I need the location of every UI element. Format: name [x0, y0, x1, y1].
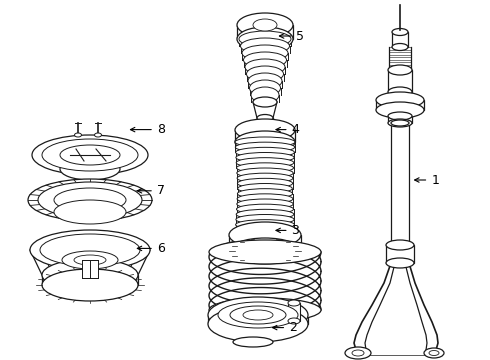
Ellipse shape [237, 204, 294, 214]
Ellipse shape [376, 102, 424, 118]
Ellipse shape [30, 230, 150, 270]
Ellipse shape [38, 182, 142, 218]
Ellipse shape [40, 234, 140, 266]
Ellipse shape [257, 114, 273, 122]
Ellipse shape [388, 65, 412, 75]
Ellipse shape [229, 238, 301, 264]
Bar [229, 235, 301, 251]
Bar [54, 200, 126, 212]
Ellipse shape [237, 13, 293, 37]
Ellipse shape [424, 348, 444, 358]
Ellipse shape [237, 189, 293, 199]
Ellipse shape [388, 119, 412, 127]
Text: 3: 3 [276, 224, 299, 237]
Ellipse shape [235, 225, 294, 235]
Bar [82, 260, 98, 278]
Ellipse shape [237, 168, 293, 178]
Ellipse shape [32, 135, 148, 175]
Bar [386, 245, 414, 263]
Ellipse shape [229, 222, 301, 248]
Ellipse shape [345, 347, 371, 359]
Ellipse shape [209, 240, 321, 264]
Bar [60, 155, 120, 169]
Ellipse shape [248, 73, 282, 89]
Text: 1: 1 [415, 174, 439, 186]
Ellipse shape [386, 240, 414, 250]
Ellipse shape [235, 137, 295, 147]
Ellipse shape [208, 297, 308, 333]
Ellipse shape [241, 38, 290, 54]
Ellipse shape [235, 119, 295, 141]
Bar [392, 32, 408, 47]
Ellipse shape [237, 178, 293, 188]
Ellipse shape [62, 251, 118, 269]
Bar [288, 303, 300, 321]
Ellipse shape [392, 28, 408, 36]
Bar [237, 25, 293, 39]
Ellipse shape [288, 318, 300, 324]
Ellipse shape [388, 87, 412, 97]
Bar [388, 116, 412, 123]
Bar [208, 315, 308, 324]
Ellipse shape [208, 306, 308, 342]
Ellipse shape [28, 179, 152, 221]
Ellipse shape [386, 258, 414, 268]
Text: 5: 5 [279, 30, 304, 42]
Ellipse shape [42, 139, 138, 171]
Ellipse shape [242, 45, 288, 61]
Ellipse shape [54, 188, 126, 212]
Ellipse shape [218, 302, 298, 328]
Ellipse shape [42, 259, 138, 291]
Ellipse shape [236, 147, 294, 157]
Ellipse shape [237, 199, 293, 209]
Ellipse shape [392, 44, 408, 50]
Text: 2: 2 [272, 321, 297, 334]
Ellipse shape [238, 184, 293, 194]
Ellipse shape [237, 173, 293, 183]
Ellipse shape [251, 87, 279, 103]
Ellipse shape [249, 80, 280, 96]
Ellipse shape [245, 59, 285, 75]
Text: 6: 6 [137, 242, 165, 255]
Ellipse shape [376, 92, 424, 108]
Ellipse shape [243, 310, 273, 320]
Ellipse shape [237, 27, 293, 51]
Ellipse shape [235, 142, 294, 152]
Bar [235, 130, 295, 142]
Ellipse shape [236, 158, 294, 168]
Ellipse shape [288, 300, 300, 306]
Text: 8: 8 [130, 123, 165, 136]
Ellipse shape [209, 298, 321, 322]
Ellipse shape [235, 131, 295, 153]
Bar [376, 100, 424, 110]
Ellipse shape [237, 163, 294, 173]
Ellipse shape [230, 306, 286, 324]
Ellipse shape [391, 120, 409, 126]
Ellipse shape [233, 337, 273, 347]
Bar [388, 70, 412, 92]
Ellipse shape [236, 209, 294, 219]
Text: 7: 7 [137, 184, 165, 197]
Ellipse shape [253, 19, 277, 31]
Ellipse shape [54, 200, 126, 224]
Ellipse shape [74, 255, 106, 265]
Ellipse shape [239, 31, 291, 47]
Ellipse shape [388, 112, 412, 120]
Ellipse shape [236, 215, 294, 225]
Text: 4: 4 [276, 123, 299, 136]
Ellipse shape [236, 153, 294, 162]
Ellipse shape [253, 97, 277, 107]
Ellipse shape [237, 194, 293, 204]
Ellipse shape [429, 351, 439, 356]
Ellipse shape [60, 158, 120, 180]
Ellipse shape [246, 66, 284, 82]
Ellipse shape [60, 145, 120, 165]
Ellipse shape [95, 133, 101, 137]
Ellipse shape [236, 220, 294, 230]
Ellipse shape [352, 350, 364, 356]
Ellipse shape [244, 52, 287, 68]
Ellipse shape [74, 133, 81, 137]
Bar [42, 275, 138, 285]
Ellipse shape [42, 269, 138, 301]
